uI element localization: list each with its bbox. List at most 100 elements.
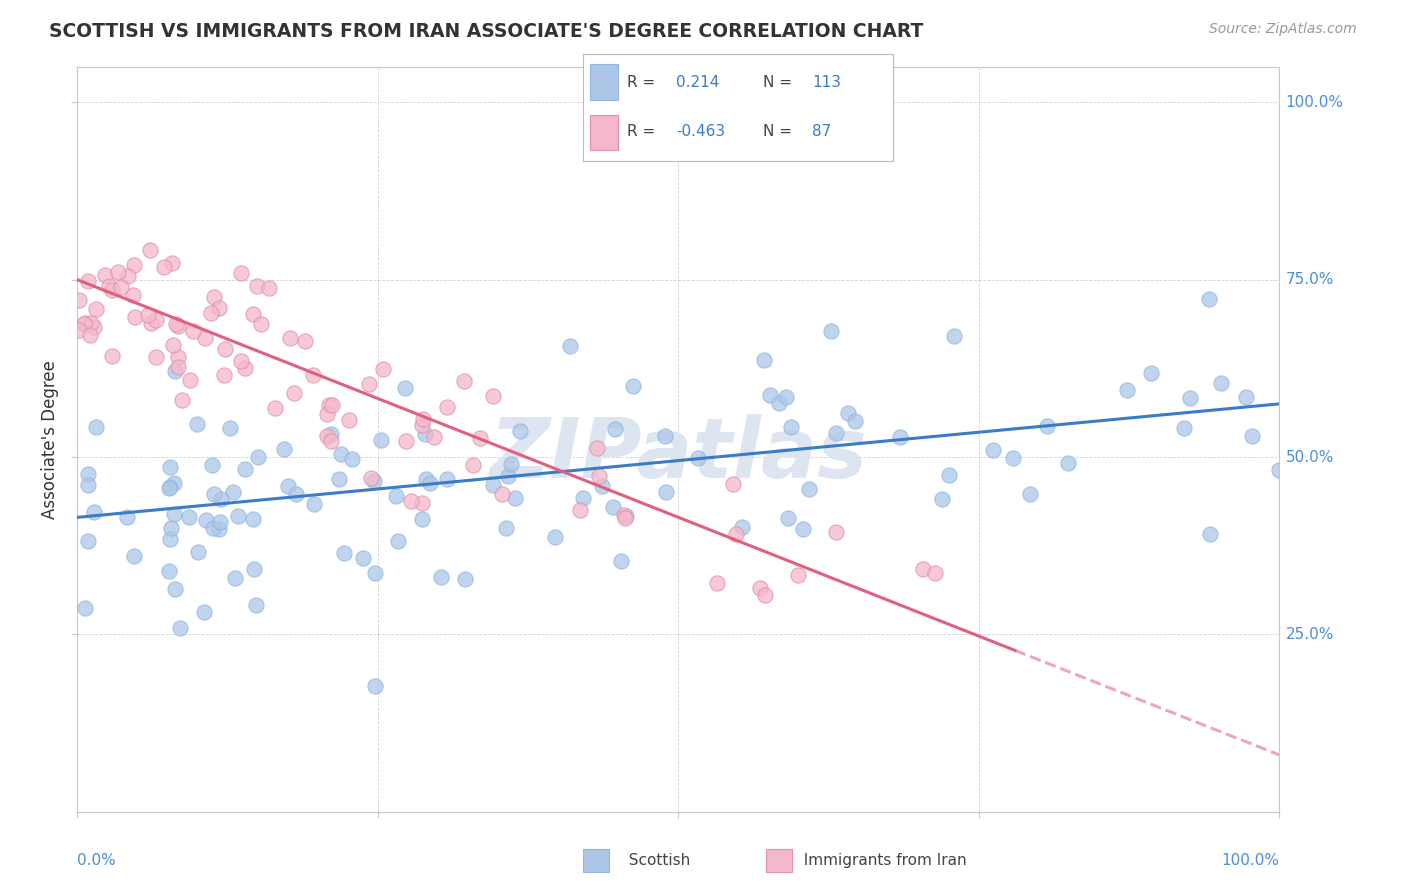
Point — [1140, 366, 1163, 380]
Point — [136, 308, 159, 322]
Point — [242, 562, 264, 576]
Point — [242, 512, 264, 526]
Point — [328, 472, 350, 486]
Point — [544, 529, 567, 543]
Point — [470, 431, 492, 445]
Y-axis label: Associate's Degree: Associate's Degree — [41, 359, 59, 519]
Point — [166, 318, 188, 333]
Point — [218, 420, 240, 434]
Point — [302, 498, 325, 512]
Point — [247, 450, 270, 464]
Point — [360, 470, 382, 484]
Point — [754, 352, 776, 367]
Point — [167, 350, 190, 364]
Point — [145, 350, 167, 364]
Point — [169, 621, 191, 635]
Point — [332, 546, 354, 560]
Point — [1115, 383, 1137, 397]
Point — [938, 468, 960, 483]
Point — [141, 316, 163, 330]
Text: 100.0%: 100.0% — [1285, 95, 1344, 110]
Point — [605, 422, 627, 436]
Point — [461, 458, 484, 473]
Point — [436, 400, 458, 414]
Point — [162, 337, 184, 351]
Point — [209, 492, 232, 507]
Point — [496, 469, 519, 483]
Point — [124, 549, 146, 564]
Point — [145, 313, 167, 327]
Point — [76, 274, 98, 288]
Text: ZIPatlas: ZIPatlas — [489, 414, 868, 495]
Text: 50.0%: 50.0% — [1285, 450, 1334, 465]
Point — [1036, 418, 1059, 433]
Point — [160, 521, 183, 535]
Point — [844, 414, 866, 428]
Point — [231, 354, 253, 368]
Point — [200, 306, 222, 320]
Point — [1002, 450, 1025, 465]
Point — [1209, 376, 1232, 390]
Point — [316, 429, 339, 443]
Point — [1178, 391, 1201, 405]
Point — [159, 532, 181, 546]
Point — [509, 424, 531, 438]
Point — [423, 429, 446, 443]
Point — [721, 476, 744, 491]
Point — [207, 301, 229, 316]
Point — [754, 588, 776, 602]
Point — [157, 564, 180, 578]
Point — [124, 310, 146, 324]
Point — [94, 268, 117, 282]
Point — [758, 387, 780, 401]
Point — [572, 491, 595, 505]
Point — [202, 289, 225, 303]
Text: N =: N = — [763, 75, 792, 90]
Point — [172, 392, 194, 407]
Point — [159, 481, 181, 495]
Point — [224, 571, 246, 585]
Point — [768, 396, 790, 410]
Text: Scottish: Scottish — [619, 854, 690, 868]
Point — [724, 526, 747, 541]
Point — [1240, 429, 1263, 443]
Point — [411, 418, 433, 433]
Point — [283, 385, 305, 400]
Point — [749, 581, 772, 595]
FancyBboxPatch shape — [589, 114, 617, 150]
Point — [491, 487, 513, 501]
Point — [159, 460, 181, 475]
Point — [401, 494, 423, 508]
Point — [73, 601, 96, 615]
Text: 113: 113 — [813, 75, 841, 90]
Point — [610, 554, 633, 568]
Point — [277, 478, 299, 492]
Point — [110, 280, 132, 294]
Point — [226, 509, 249, 524]
Point — [187, 545, 209, 559]
Point — [621, 379, 644, 393]
Point — [107, 265, 129, 279]
Point — [186, 417, 208, 431]
Point — [337, 413, 360, 427]
Point — [67, 323, 90, 337]
Point — [101, 284, 124, 298]
Point — [273, 442, 295, 456]
Point — [77, 478, 100, 492]
Point — [231, 266, 253, 280]
Point — [411, 495, 433, 509]
Point — [117, 269, 139, 284]
Point — [233, 462, 256, 476]
Point — [179, 373, 201, 387]
Point — [301, 368, 323, 382]
Point — [385, 489, 408, 503]
Point — [786, 568, 808, 582]
Text: -0.463: -0.463 — [676, 124, 725, 139]
Point — [419, 475, 441, 490]
Point — [363, 475, 385, 489]
Point — [167, 359, 190, 374]
Point — [912, 562, 935, 576]
Point — [294, 334, 316, 348]
Point — [83, 320, 105, 334]
Point — [413, 426, 436, 441]
